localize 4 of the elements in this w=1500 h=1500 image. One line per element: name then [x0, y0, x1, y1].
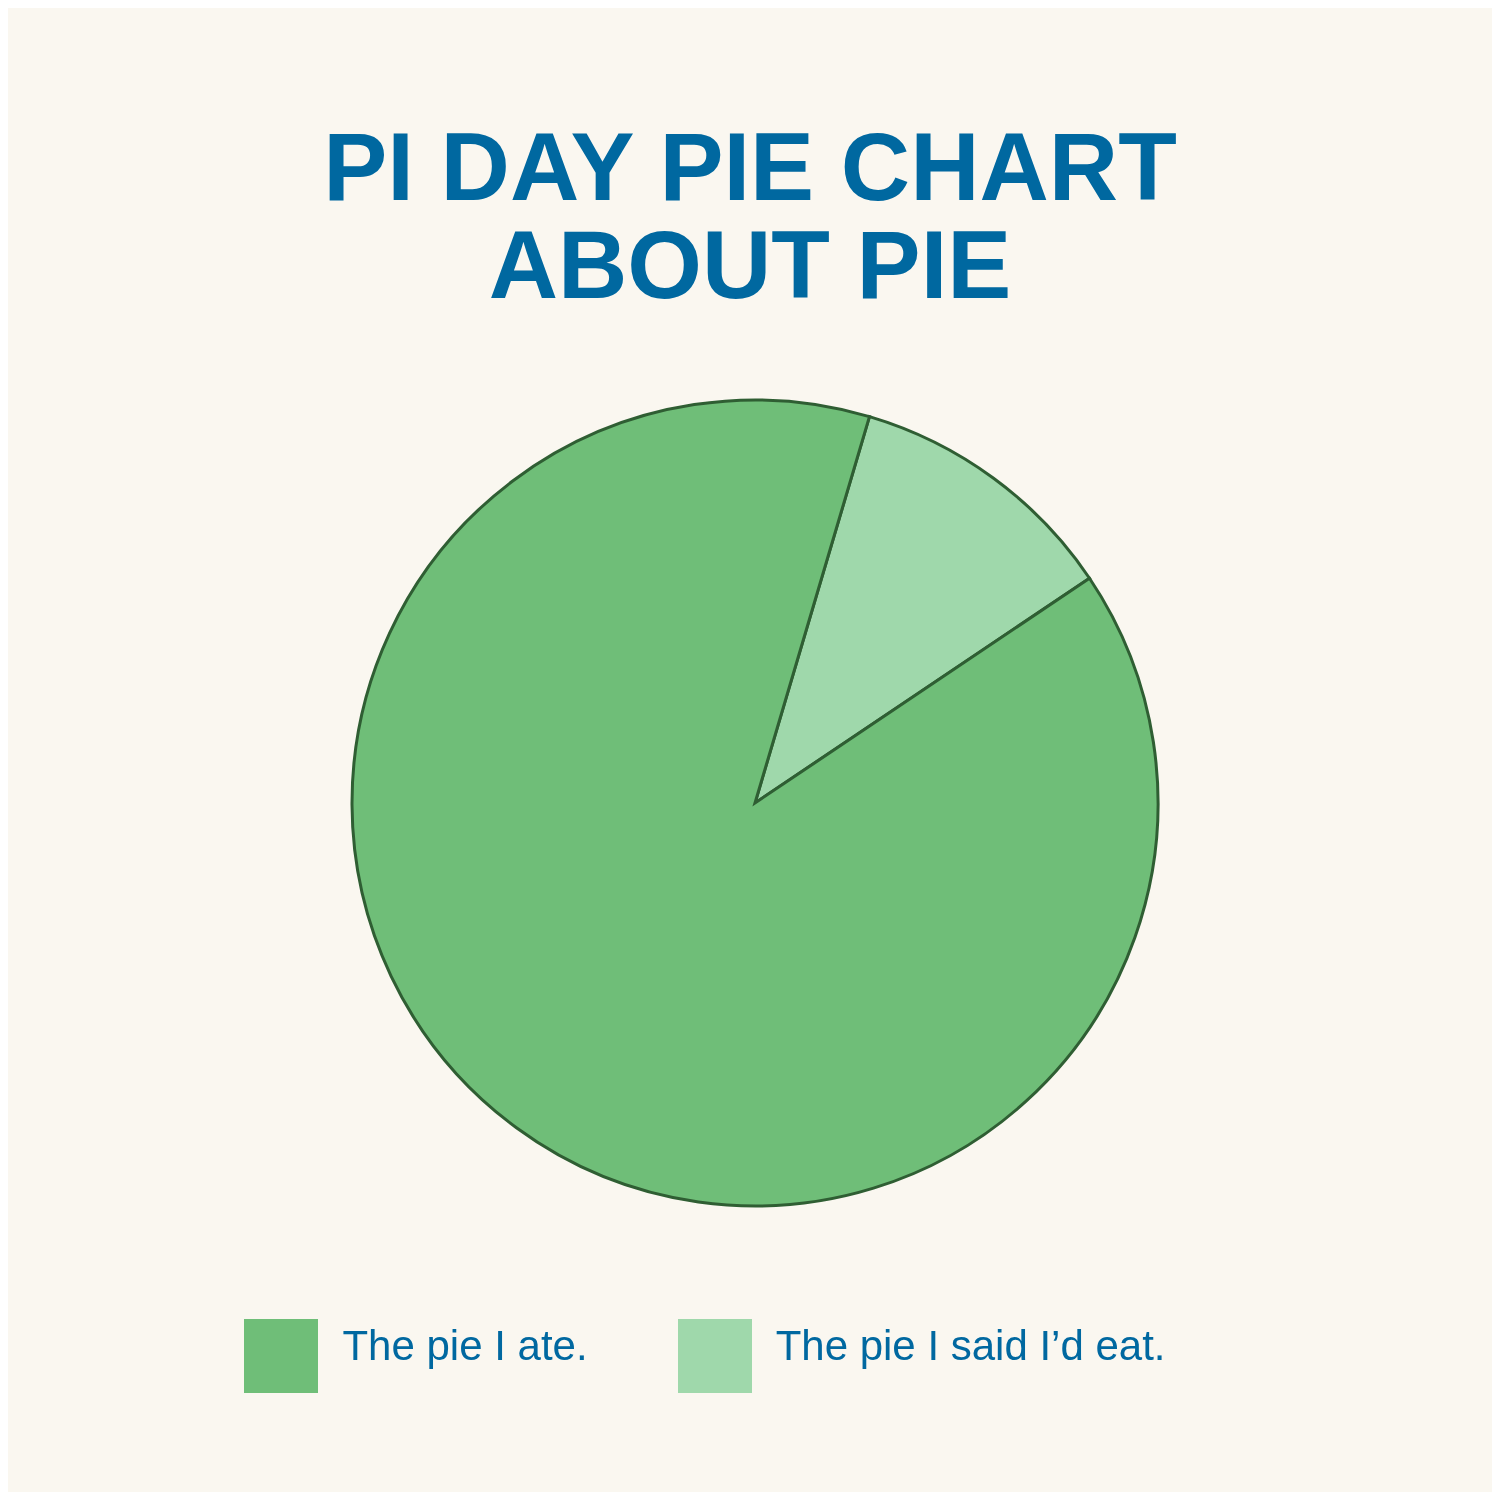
legend-label: The pie I ate.	[342, 1322, 588, 1370]
chart-title: PI DAY PIE CHART ABOUT PIE	[322, 113, 1178, 318]
pie-slice	[350, 398, 1160, 1208]
legend-label: The pie I said I’d eat.	[775, 1322, 1166, 1370]
